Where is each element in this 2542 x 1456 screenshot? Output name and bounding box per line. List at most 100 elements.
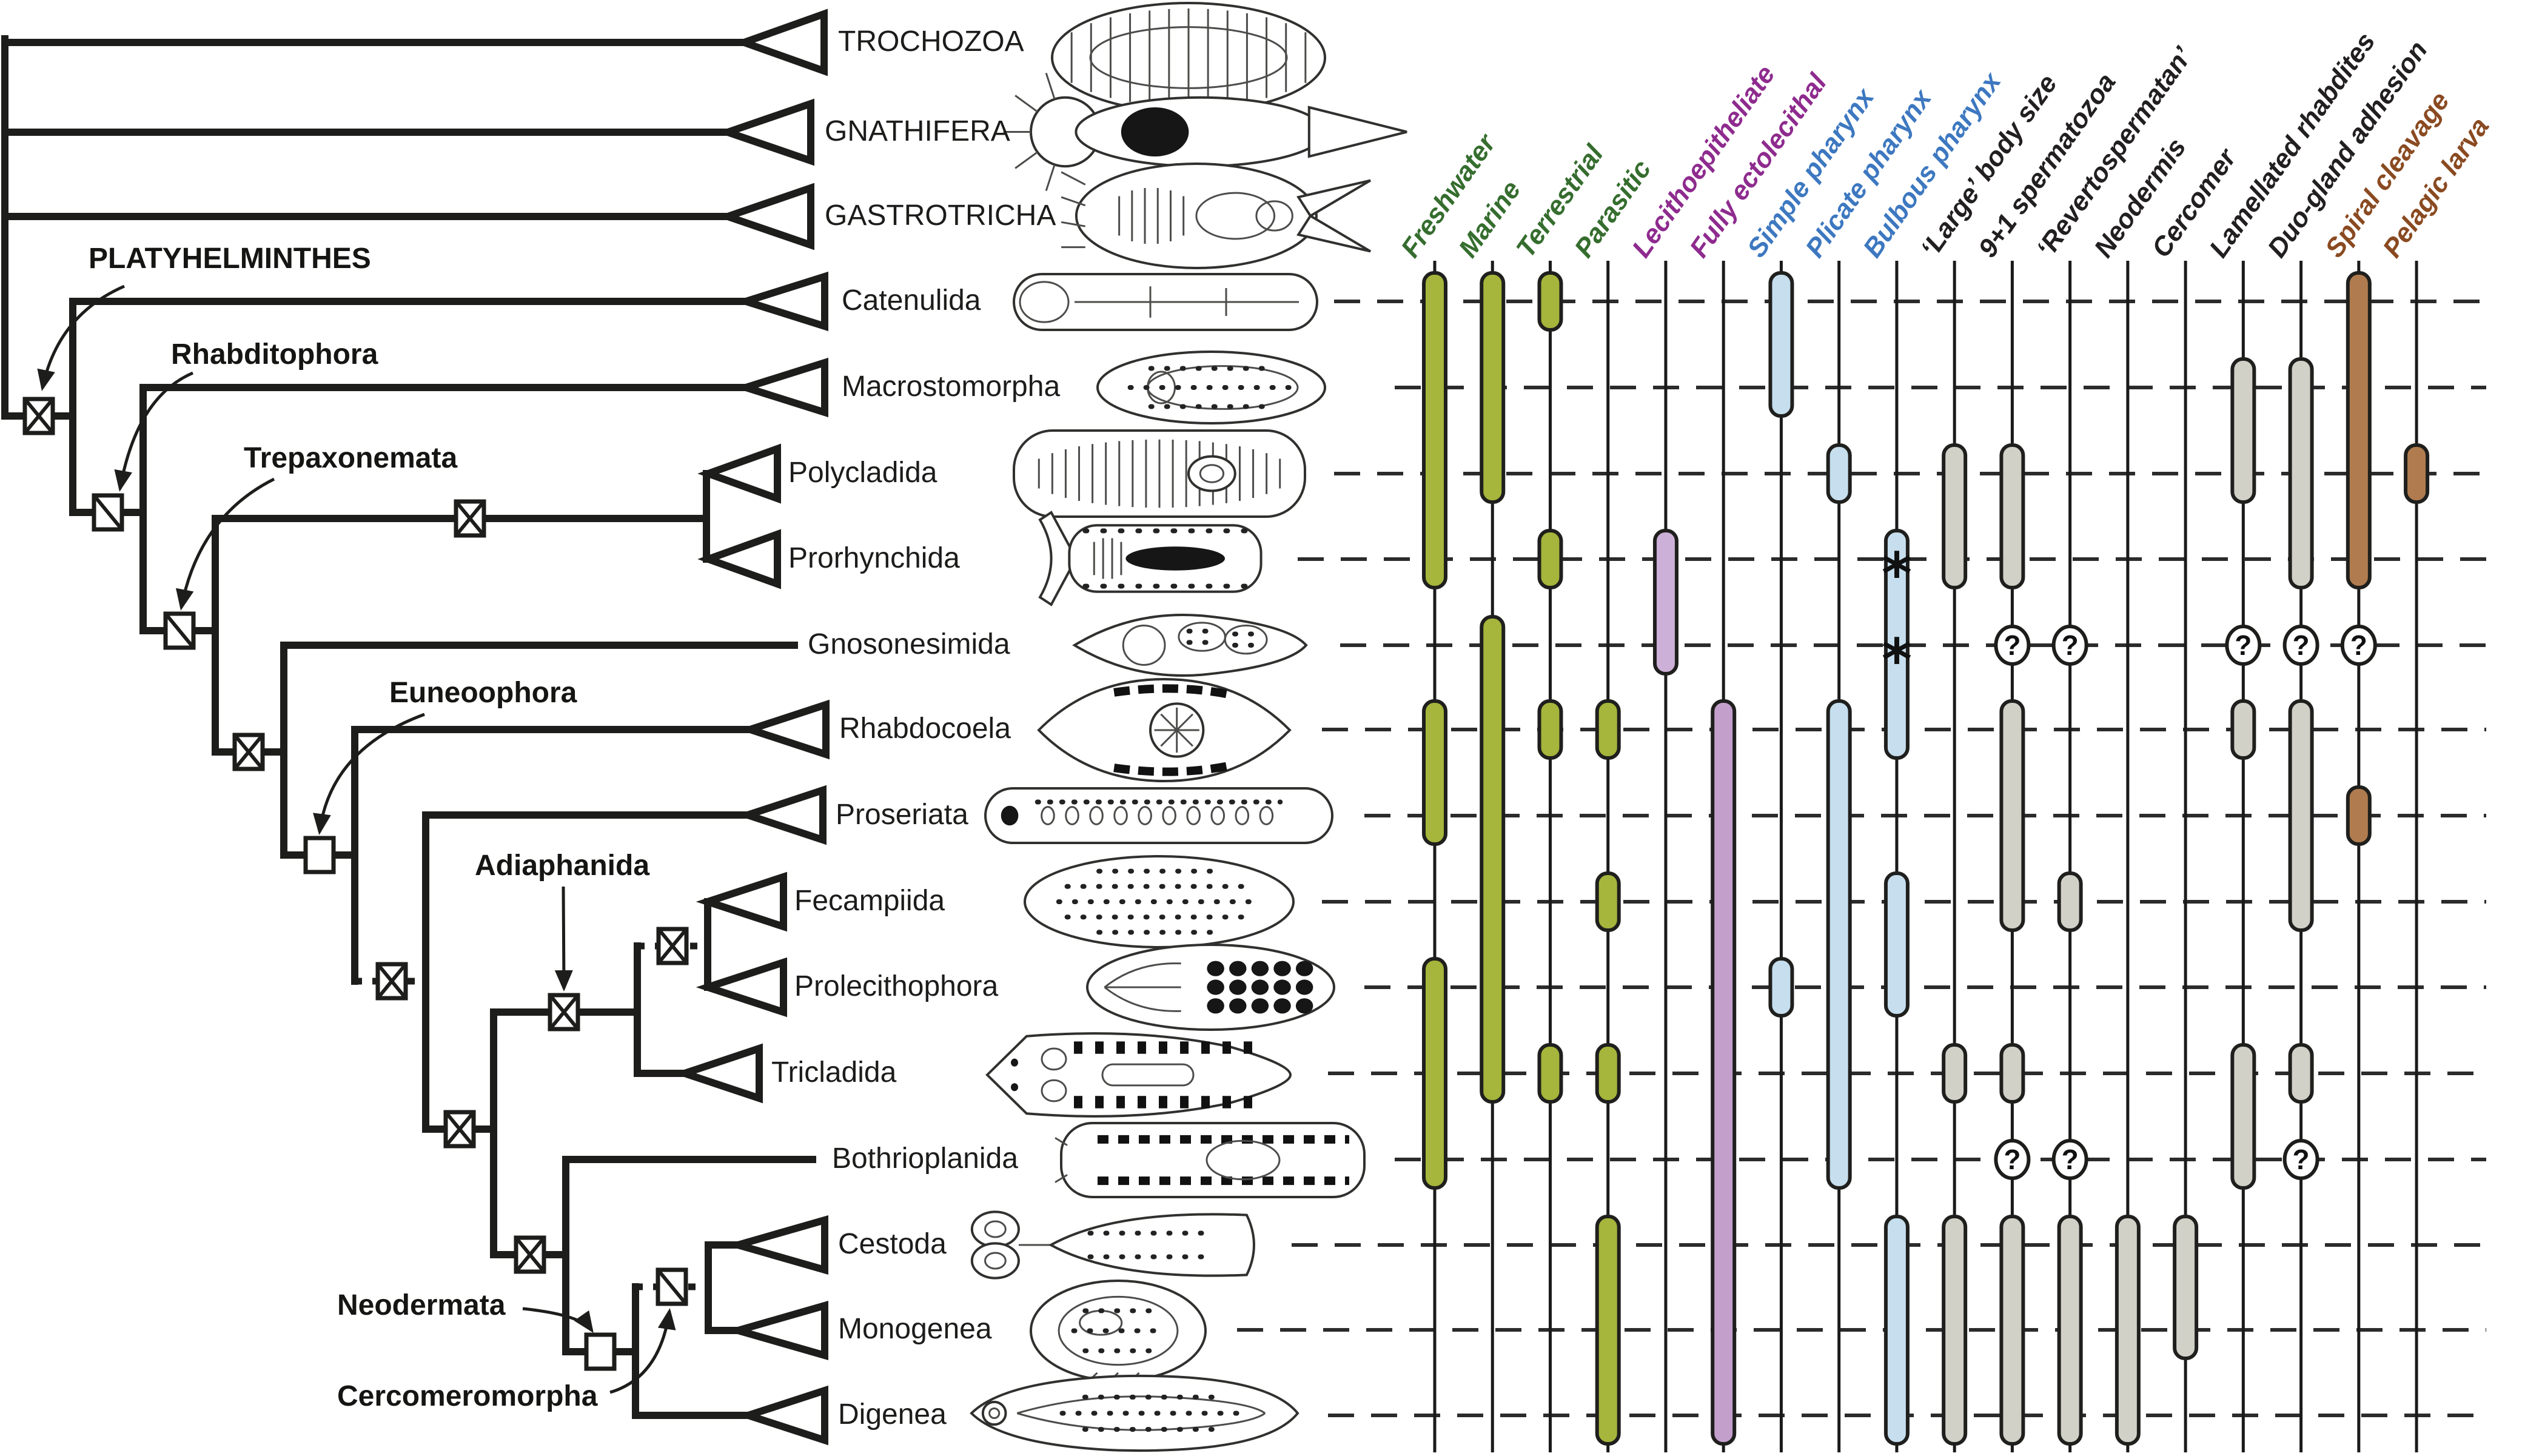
taxon-illustrations — [970, 2, 1407, 1452]
taxon-label-rhabdocoela: Rhabdocoela — [839, 713, 1011, 745]
bar-lamellated-rhabdites-macrostomorpha-to-polycladida — [2230, 357, 2256, 504]
bar-lamellated-rhabdites-rhabdocoela — [2230, 699, 2256, 760]
bar-freshwater-catenulida-to-prorhynchida — [1422, 271, 1447, 589]
bar-spiral-cleavage-catenulida-to-prorhynchida — [2346, 271, 2372, 589]
clade-triangle-trochozoa — [733, 8, 828, 76]
bar-duo-gland-adhesion-rhabdocoela-to-fecampiida — [2288, 699, 2314, 932]
bar-freshwater-prolecithophora-to-bothrioplanida — [1422, 957, 1447, 1190]
taxon-label-catenulida: Catenulida — [842, 284, 981, 317]
taxon-label-fecampiida: Fecampiida — [794, 885, 945, 917]
bar-revertospermatan-fecampiida — [2057, 871, 2083, 932]
taxon-label-gnathifera: GNATHIFERA — [825, 115, 1010, 147]
clade-label-trepaxonemata: Trepaxonemata — [244, 442, 458, 474]
taxon-label-proseriata: Proseriata — [836, 799, 968, 831]
svg-text:?: ? — [2004, 629, 2021, 661]
node-symbol-euneoophora — [303, 836, 336, 874]
bar-lecithoepitheliate-prorhynchida-to-gnosonesimida — [1652, 529, 1678, 676]
gnosonesimida-illustration — [1072, 614, 1308, 677]
taxon-label-digenea: Digenea — [838, 1398, 947, 1431]
node-symbol-gnosonesimida-euneoophora — [232, 733, 265, 771]
catenulida-illustration — [1013, 273, 1318, 331]
bar-simple-pharynx-prolecithophora — [1768, 957, 1794, 1018]
polycladida-illustration — [1013, 429, 1306, 518]
bar-parasitic-fecampiida — [1595, 871, 1621, 932]
bar-bulbous-pharynx-prorhynchida-to-rhabdocoela — [1883, 529, 1910, 760]
uncertain-gnosonesimida-lamellated-rhabdites: ? — [2225, 625, 2262, 666]
bar-plicate-pharynx-rhabdocoela-to-bothrioplanida — [1826, 699, 1852, 1190]
bar-neodermis-cestoda-to-digenea — [2114, 1215, 2141, 1446]
arrow-adiaphanida — [554, 886, 573, 991]
clade-triangle-proseriata — [736, 785, 827, 845]
node-symbol-trepaxonemata — [163, 611, 196, 650]
bar-freshwater-rhabdocoela-to-proseriata — [1422, 699, 1447, 846]
clade-triangle-rhabdocoela — [738, 699, 830, 760]
bar-9-1-spermatozoa-tricladida — [1999, 1043, 2025, 1104]
taxon-label-gnosonesimida: Gnosonesimida — [808, 628, 1010, 660]
bar-parasitic-cestoda-to-digenea — [1595, 1215, 1621, 1446]
fecampiida-illustration — [1024, 855, 1295, 948]
node-symbol-adiaphanida — [548, 993, 580, 1032]
clade-triangle-digenea — [736, 1385, 828, 1446]
svg-text:?: ? — [2350, 629, 2367, 661]
taxon-label-prorhynchida: Prorhynchida — [788, 542, 960, 574]
clade-label-platyhelminthes: PLATYHELMINTHES — [89, 243, 371, 275]
bar-revertospermatan-cestoda-to-digenea — [2057, 1215, 2083, 1446]
arrow-cercomeromorpha — [609, 1308, 676, 1394]
clade-triangle-prolecithophora — [696, 957, 787, 1018]
clade-label-rhabditophora: Rhabditophora — [171, 338, 378, 371]
bar-bulbous-pharynx-cestoda-to-digenea — [1883, 1215, 1910, 1446]
taxon-label-monogenea: Monogenea — [838, 1313, 992, 1345]
asterisk-gnosonesimida: * — [1882, 626, 1912, 694]
clade-triangle-cestoda — [725, 1215, 828, 1275]
clade-triangle-prorhynchida — [697, 529, 781, 589]
bar-terrestrial-catenulida — [1537, 271, 1563, 332]
bar-fully-ectolecithal-rhabdocoela-to-digenea — [1711, 699, 1737, 1446]
node-symbol-polycladida-prorhynchida — [454, 499, 486, 538]
svg-text:?: ? — [2062, 629, 2079, 661]
node-symbol-adiaphanida-plus — [443, 1110, 476, 1149]
clade-triangle-tricladida — [673, 1043, 763, 1104]
bar-duo-gland-adhesion-macrostomorpha-to-prorhynchida — [2288, 357, 2314, 589]
macrostomorpha-illustration — [1096, 351, 1326, 424]
bar-large-body-size-cestoda-to-digenea — [1942, 1215, 1968, 1446]
arrow-euneoophora — [313, 713, 425, 835]
bar-spiral-cleavage-proseriata — [2346, 785, 2372, 846]
svg-text:?: ? — [2004, 1144, 2021, 1175]
taxon-label-gastrotricha: GASTROTRICHA — [825, 200, 1056, 232]
taxon-label-tricladida: Tricladida — [771, 1056, 897, 1089]
uncertain-bothrioplanida-9-1-spermatozoa: ? — [1994, 1139, 2031, 1180]
uncertain-gnosonesimida-duo-gland-adhesion: ? — [2282, 625, 2319, 666]
uncertain-gnosonesimida-9-1-spermatozoa: ? — [1994, 625, 2031, 666]
node-symbol-rhabditophora — [92, 493, 124, 532]
bar-9-1-spermatozoa-polycladida-to-prorhynchida — [1999, 443, 2025, 589]
node-symbol-bothrioplanida-neodermata — [514, 1235, 546, 1274]
prorhynchida-illustration — [1038, 511, 1263, 606]
clade-label-adiaphanida: Adiaphanida — [475, 850, 650, 882]
node-symbol-platyhelminthes — [22, 397, 55, 435]
trait-column-lines — [1433, 261, 2418, 1452]
clade-triangle-catenulida — [734, 271, 828, 332]
arrow-rhabditophora — [114, 371, 193, 492]
cestoda-illustration — [970, 1210, 1255, 1280]
trait-bars — [1422, 271, 2430, 1446]
proseriata-illustration — [984, 787, 1333, 844]
svg-text:?: ? — [2293, 629, 2310, 661]
node-symbol-proseriata-plus — [375, 962, 408, 1001]
bar-9-1-spermatozoa-rhabdocoela-to-fecampiida — [1999, 699, 2025, 932]
tricladida-illustration — [985, 1032, 1292, 1118]
uncertain-bothrioplanida-duo-gland-adhesion: ? — [2282, 1139, 2319, 1180]
taxon-label-macrostomorpha: Macrostomorpha — [842, 371, 1061, 403]
bar-parasitic-tricladida — [1595, 1043, 1621, 1104]
bar-large-body-size-tricladida — [1942, 1043, 1968, 1104]
phylogenetic-tree — [1, 8, 830, 1446]
clade-label-euneoophora: Euneoophora — [389, 677, 577, 709]
uncertainty-marks: ??????? ? * * — [1882, 540, 2377, 1180]
clade-triangle-gastrotricha — [716, 183, 814, 250]
clade-label-cercomeromorpha: Cercomeromorpha — [337, 1380, 598, 1412]
asterisk-prorhynchida: * — [1882, 540, 1912, 608]
gnathifera-illustration — [1003, 72, 1407, 192]
node-symbol-cercomeromorpha — [656, 1267, 688, 1306]
clade-label-neodermata: Neodermata — [337, 1289, 506, 1321]
uncertain-gnosonesimida-spiral-cleavage: ? — [2340, 625, 2377, 666]
